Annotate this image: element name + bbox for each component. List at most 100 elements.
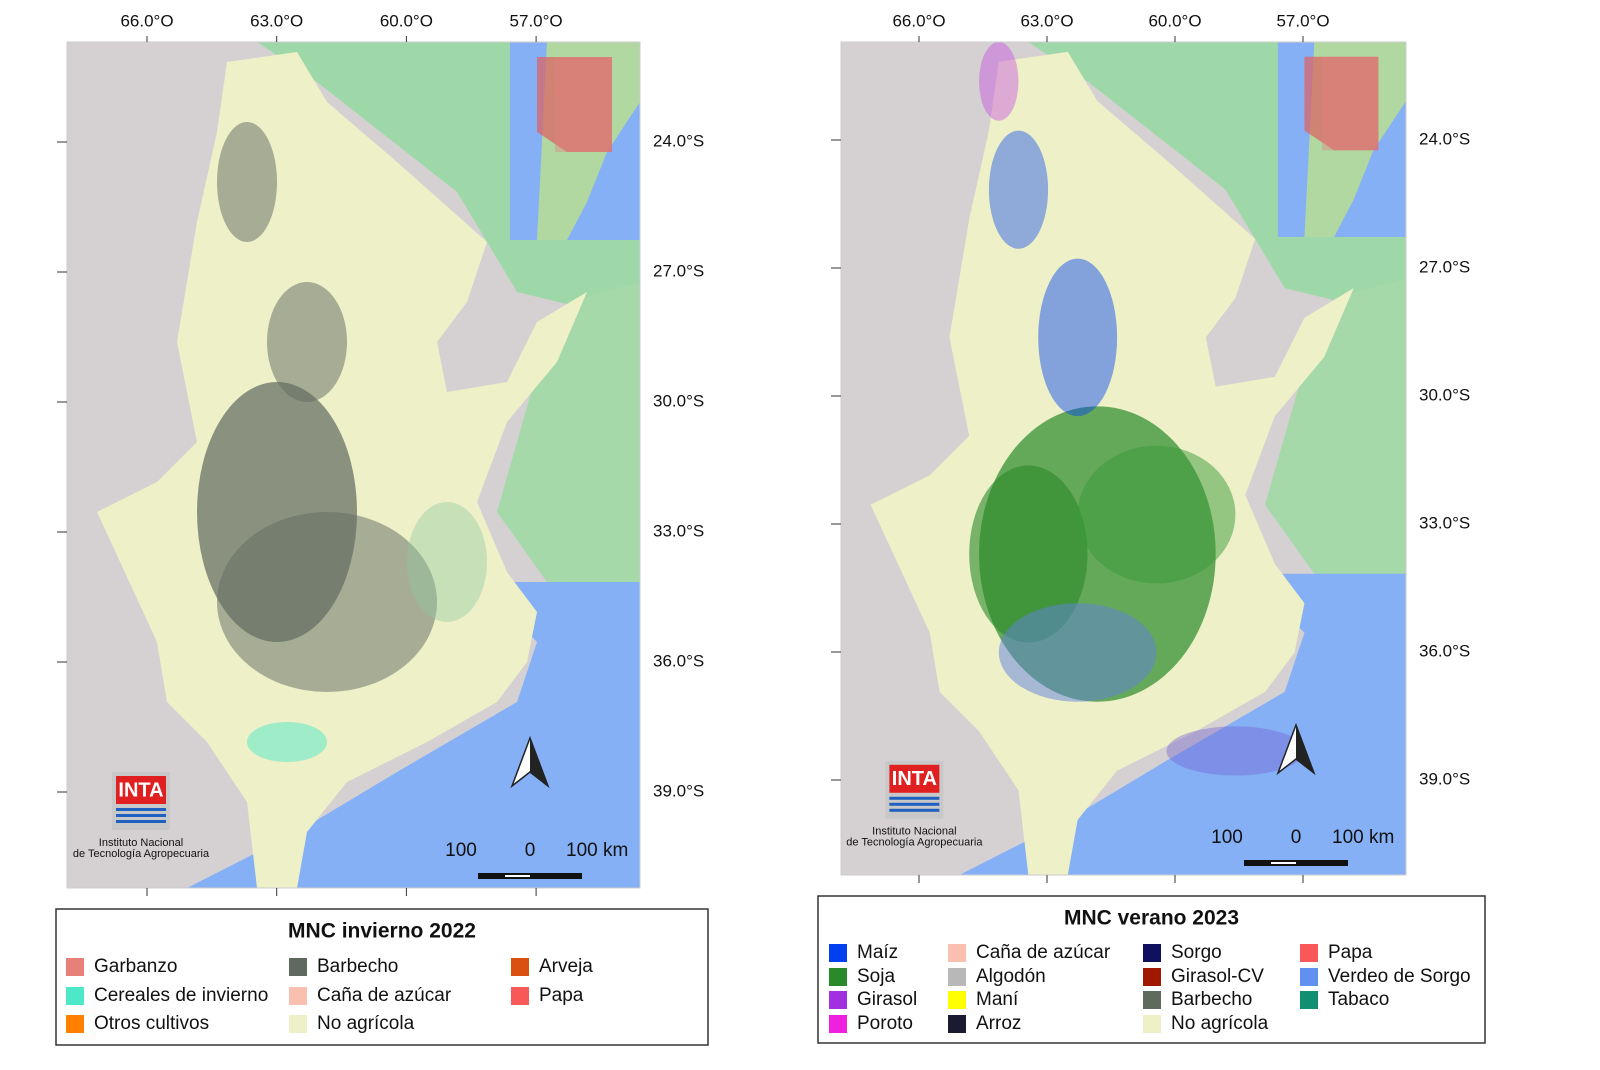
legend-swatch (829, 968, 847, 986)
legend-label: No agrícola (317, 1013, 415, 1034)
legend-label: Maní (976, 989, 1019, 1010)
logo-text: INTA (118, 779, 163, 801)
legend-label: Tabaco (1328, 989, 1389, 1010)
logo-stripe (116, 808, 166, 811)
legend-swatch (1300, 944, 1318, 962)
logo-red (116, 776, 166, 804)
legend-swatch (829, 944, 847, 962)
legend-label: Maíz (857, 942, 898, 963)
legend-label: Otros cultivos (94, 1013, 209, 1034)
legend-box (55, 908, 709, 1046)
crop-patch (267, 282, 347, 402)
legend-label: Barbecho (317, 956, 398, 977)
crop-patch (998, 603, 1157, 702)
legend-label: Caña de azúcar (317, 985, 452, 1006)
legend-label: Papa (1328, 942, 1373, 963)
legend-label: Sorgo (1171, 942, 1222, 963)
legend-swatch (1143, 968, 1161, 986)
legend-swatch (948, 1015, 966, 1033)
crop-patch (979, 42, 1019, 121)
lat-label: 36.0°S (653, 651, 704, 670)
lon-label: 57.0°O (510, 11, 563, 30)
lon-label: 66.0°O (120, 11, 173, 30)
crop-patch (1077, 445, 1236, 584)
logo-stripe (889, 808, 940, 812)
map-frame (66, 41, 641, 889)
lat-label: 24.0°S (653, 131, 704, 150)
crop-patch (247, 722, 327, 762)
crop-patch (1038, 258, 1118, 417)
legend-swatch (511, 987, 529, 1005)
lat-label: 39.0°S (653, 781, 704, 800)
legend-label: Algodón (976, 966, 1046, 987)
inset-box (555, 57, 612, 152)
legend-swatch (948, 968, 966, 986)
ocean (959, 573, 1406, 875)
lat-label: 27.0°S (653, 261, 704, 280)
logo-caption: Instituto Nacional (99, 837, 183, 849)
logo-stripe (889, 802, 940, 806)
lat-label: 33.0°S (653, 521, 704, 540)
lat-label: 39.0°S (1419, 769, 1470, 788)
legend-label: Caña de azúcar (976, 942, 1111, 963)
map (841, 42, 1406, 875)
legend-swatch (66, 958, 84, 976)
scale-label: 100 km (1332, 827, 1394, 848)
lon-label: 63.0°O (1020, 11, 1073, 30)
legend-swatch (66, 1015, 84, 1033)
legend-swatch (948, 991, 966, 1009)
neighbor-land (1264, 278, 1406, 594)
legend-swatch (1143, 991, 1161, 1009)
legend-label: Garbanzo (94, 956, 177, 977)
legend-swatch (1300, 968, 1318, 986)
legend-swatch (1300, 991, 1318, 1009)
legend-swatch (511, 958, 529, 976)
logo-caption: Instituto Nacional (872, 826, 956, 838)
north-arrow-half (530, 738, 548, 786)
ocean (187, 582, 640, 888)
logo-caption: de Tecnología Agropecuaria (73, 848, 210, 860)
legend-label: Arroz (976, 1013, 1021, 1034)
legend-swatch (1143, 944, 1161, 962)
lon-label: 57.0°O (1276, 11, 1329, 30)
crop-patch (969, 465, 1088, 643)
logo-stripe (116, 814, 166, 817)
legend-title: MNC invierno 2022 (288, 920, 476, 943)
lat-label: 36.0°S (1419, 641, 1470, 660)
scale-bar-mid (505, 875, 530, 877)
legend-label: Girasol (857, 989, 917, 1010)
scale-label: 0 (525, 840, 536, 861)
inset-area (537, 57, 612, 152)
legend-swatch (66, 987, 84, 1005)
legend-swatch (289, 958, 307, 976)
scale-label: 100 (1211, 827, 1243, 848)
legend-label: Arveja (539, 956, 593, 977)
scale-bar-mid (1271, 862, 1296, 864)
legend-swatch (829, 991, 847, 1009)
legend-label: Cereales de invierno (94, 985, 268, 1006)
crop-patch (407, 502, 487, 622)
map (67, 42, 640, 888)
lat-label: 30.0°S (653, 391, 704, 410)
lat-label: 27.0°S (1419, 257, 1470, 276)
logo-caption: de Tecnología Agropecuaria (846, 837, 983, 849)
legend-swatch (948, 944, 966, 962)
lon-label: 60.0°O (380, 11, 433, 30)
crop-patch (217, 122, 277, 242)
legend-label: Girasol-CV (1171, 966, 1264, 987)
lat-label: 24.0°S (1419, 129, 1470, 148)
legend-label: Barbecho (1171, 989, 1252, 1010)
neighbor-land (497, 282, 640, 602)
legend-label: No agrícola (1171, 1013, 1269, 1034)
legend-label: Soja (857, 966, 895, 987)
crop-patch (988, 130, 1049, 249)
map-frame (840, 41, 1407, 876)
legend-swatch (289, 1015, 307, 1033)
lat-label: 30.0°S (1419, 385, 1470, 404)
legend-label: Papa (539, 985, 584, 1006)
legend-swatch (289, 987, 307, 1005)
inset-area (1304, 56, 1379, 151)
scale-label: 0 (1291, 827, 1302, 848)
legend-label: Verdeo de Sorgo (1328, 966, 1471, 987)
